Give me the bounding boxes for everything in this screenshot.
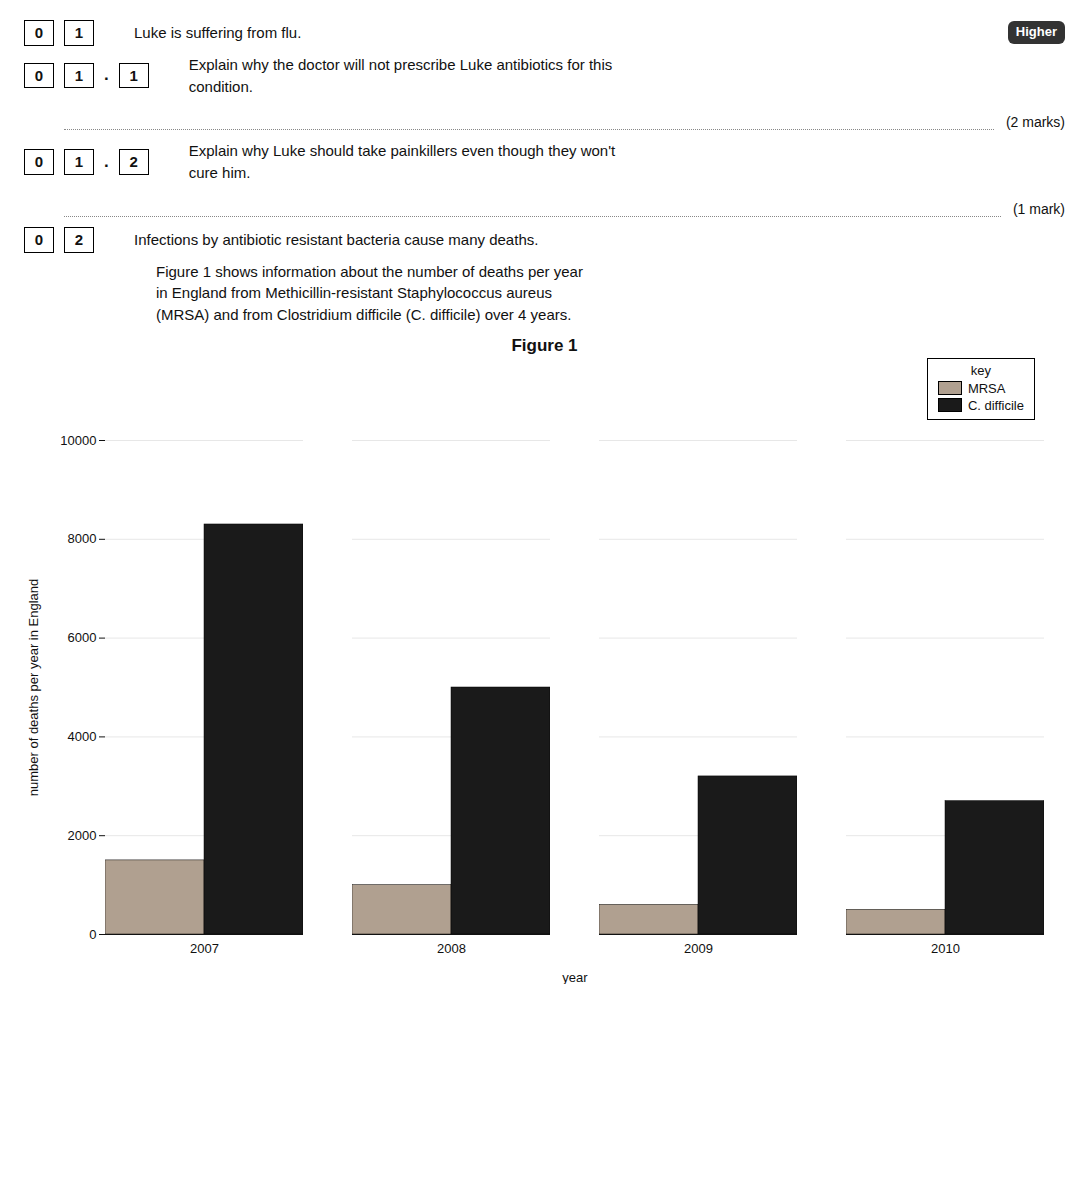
- html-text:(2 marks): (2 marks): [1005, 114, 1065, 131]
- html-text:2: 2: [74, 230, 84, 248]
- svg-text:4000: 4000: [68, 729, 97, 744]
- html-text:0: 0: [34, 66, 44, 84]
- html-text:Infections by antibiotic resis: Infections by antibiotic resistant bacte…: [134, 230, 539, 248]
- html-text:(1 mark): (1 mark): [1012, 200, 1065, 217]
- html-text:key: key: [970, 362, 991, 378]
- html-text:Higher: Higher: [1015, 24, 1057, 40]
- svg-text:6000: 6000: [68, 630, 97, 645]
- svg-text:2008: 2008: [437, 940, 466, 955]
- html-text:1: 1: [74, 153, 84, 171]
- html-text:1: 1: [129, 66, 138, 84]
- svg-text:number of deaths per year in E: number of deaths per year in England: [26, 578, 41, 796]
- svg-text:2009: 2009: [684, 940, 713, 955]
- html-text:Explain why Luke should take p: Explain why Luke should take painkillers…: [188, 142, 616, 181]
- svg-text:year: year: [562, 969, 588, 984]
- html-text:Figure 1: Figure 1: [511, 335, 578, 355]
- html-text:Luke is suffering from flu.: Luke is suffering from flu.: [134, 24, 302, 41]
- html-text:2: 2: [129, 153, 138, 171]
- html-text:MRSA: MRSA: [967, 380, 1006, 396]
- html-text:C. difficile: C. difficile: [967, 397, 1024, 413]
- svg-text:2007: 2007: [190, 940, 219, 955]
- svg-text:0: 0: [89, 926, 96, 941]
- svg-text:10000: 10000: [60, 432, 96, 447]
- html-text:1: 1: [74, 24, 84, 41]
- svg-text:2010: 2010: [931, 940, 960, 955]
- svg-text:2000: 2000: [68, 828, 97, 843]
- html-text:0: 0: [34, 230, 44, 248]
- html-text:1: 1: [74, 66, 84, 84]
- svg-text:8000: 8000: [68, 531, 97, 546]
- html-text:Explain why the doctor will no: Explain why the doctor will not prescrib…: [188, 55, 613, 95]
- html-text:0: 0: [34, 24, 44, 41]
- html-text:Figure 1 shows information abo: Figure 1 shows information about the num…: [156, 262, 583, 323]
- html-text:0: 0: [34, 153, 44, 171]
